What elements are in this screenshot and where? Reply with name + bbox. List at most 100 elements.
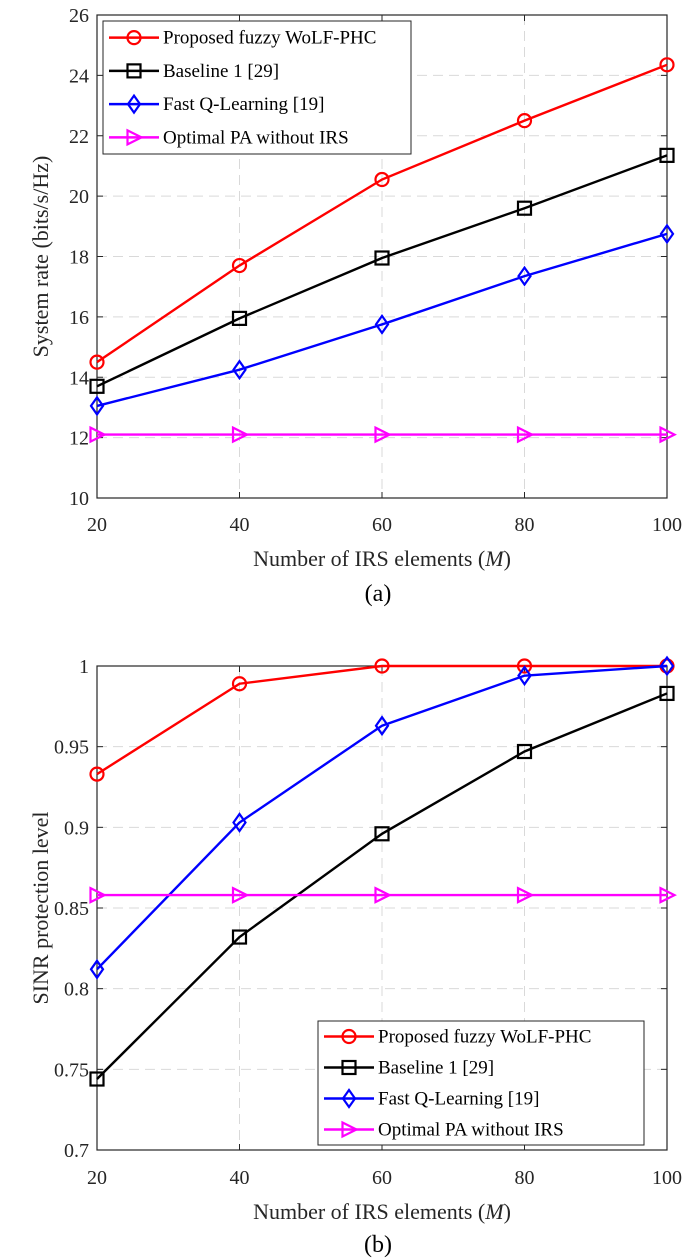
chart-b: 20 40 60 80 100 0.7 0.75 0.8 0.85 0.9 0.95 1 Number …	[28, 655, 682, 1258]
chart-b-series-3-point	[517, 665, 532, 687]
chart-a-series-4-point	[374, 425, 392, 444]
chart-a-series-4	[89, 425, 677, 444]
chart-a-ytick-label: 16	[69, 307, 89, 329]
chart-b-caption: (b)	[364, 1232, 392, 1258]
chart-a-legend-box	[102, 20, 412, 155]
chart-a-ytick-label: 22	[69, 126, 89, 148]
chart-b-ytick-label: 0.7	[64, 1140, 89, 1162]
chart-b-legend-marker	[341, 1028, 357, 1045]
chart-b-series-3-line	[96, 664, 668, 971]
chart-b-ytick-label: 0.9	[64, 817, 89, 839]
chart-a-series-2-line	[96, 154, 668, 388]
chart-a-ytick-label: 18	[69, 247, 89, 269]
chart-a-series-4-point	[231, 425, 250, 444]
chart-b-ytick-label: 0.8	[64, 979, 89, 1001]
chart-a-series-4-point	[516, 425, 535, 444]
chart-a-series-1-line	[96, 63, 668, 364]
chart-a-ytick-label: 14	[69, 367, 89, 389]
chart-b-series-2-line	[96, 692, 668, 1080]
chart-b-series-3-point	[374, 715, 390, 737]
chart-b-series-1-point	[89, 766, 105, 782]
chart-a-series-1-point	[374, 171, 390, 188]
chart-b-series-2-point	[231, 929, 248, 945]
chart-a-caption: (a)	[365, 581, 392, 607]
chart-b-series-2-point	[374, 826, 390, 842]
chart-b-legend-marker	[341, 1059, 357, 1076]
chart-a-legend-marker	[126, 63, 142, 79]
chart-a-series-1-point	[659, 57, 675, 73]
chart-a-series-3	[89, 223, 675, 417]
chart-b-series-3-point	[89, 958, 105, 980]
chart-b-series-2-point	[89, 1071, 105, 1087]
chart-a-legend-label: Proposed fuzzy WoLF-PHC	[163, 28, 376, 49]
chart-b-legend-marker	[341, 1120, 359, 1139]
chart-b-series-4-point	[231, 886, 250, 904]
chart-a-series-1	[89, 57, 675, 370]
chart-b-legend-label: Baseline 1 [29]	[378, 1058, 494, 1079]
chart-a-legend-marker	[126, 93, 142, 115]
chart-a-ytick-label: 10	[69, 488, 89, 510]
chart-a-ytick-label: 24	[69, 65, 89, 87]
chart-a-series-4-point	[89, 425, 107, 444]
chart-b-legend-label: Fast Q-Learning [19]	[378, 1089, 539, 1110]
chart-b-ytick-label: 0.95	[54, 737, 89, 759]
chart-b-xtick-label: 100	[652, 1167, 682, 1189]
chart-a-legend-marker	[126, 128, 144, 147]
chart-b-legend-marker	[341, 1088, 357, 1109]
chart-a-series-2-point	[374, 250, 390, 266]
chart-b-series-4-point	[516, 886, 535, 904]
chart-a-series-3-point	[374, 314, 390, 335]
chart-b-y-axis-label: SINR protection level	[28, 811, 53, 1004]
chart-a-x-axis-label: Number of IRS elements (M)	[253, 546, 511, 571]
chart-a-legend-label: Baseline 1 [29]	[163, 61, 279, 82]
chart-a-series-3-line	[96, 232, 668, 408]
chart-a-ytick-label: 20	[69, 186, 89, 208]
chart-b-x-axis-label: Number of IRS elements (M)	[253, 1199, 511, 1224]
chart-a-series-3-point	[517, 265, 532, 287]
chart-b-series-3	[89, 655, 675, 980]
chart-a-series-4-point	[659, 425, 677, 444]
chart-b-xtick-label: 80	[515, 1167, 535, 1189]
chart-b-ytick-label: 0.85	[54, 898, 89, 920]
chart-b-series-3-point	[232, 812, 247, 833]
chart-b-series-3-point	[659, 655, 675, 677]
chart-b-series-4-point	[374, 886, 392, 904]
chart-a-series-2-point	[89, 378, 105, 394]
chart-b-xtick-label: 40	[230, 1167, 250, 1189]
chart-a-series-3-point	[89, 395, 105, 417]
chart-b-series-1-point	[516, 658, 533, 674]
chart-a-series-1-point	[231, 257, 248, 274]
chart-b-legend: Proposed fuzzy WoLF-PHC Baseline 1 [29] Fa…	[317, 1020, 645, 1146]
chart-b-ytick-label: 0.75	[54, 1059, 89, 1081]
chart-a-xtick-label: 100	[652, 514, 682, 536]
chart-a-xtick-label: 80	[515, 514, 535, 536]
chart-a-legend-label: Fast Q-Learning [19]	[163, 94, 324, 115]
chart-a-legend-marker	[126, 30, 142, 46]
chart-a-series-2-point	[231, 310, 248, 326]
chart-a-series-3-point	[232, 359, 247, 381]
chart-a-xtick-label: 60	[372, 514, 392, 536]
chart-a-xtick-label: 40	[230, 514, 250, 536]
chart-b-series-1-line	[96, 664, 667, 776]
chart-b-series-4	[89, 886, 677, 904]
chart-a-legend: Proposed fuzzy WoLF-PHC Baseline 1 [29] Fa…	[102, 20, 412, 155]
chart-b-series-2-point	[516, 743, 533, 760]
chart-b-series-4-point	[89, 886, 107, 904]
chart-a-xtick-label: 20	[87, 514, 107, 536]
chart-a-ytick-label: 26	[69, 5, 89, 27]
chart-b-ytick-label: 1	[79, 656, 89, 678]
chart-b-series-1-point	[231, 676, 248, 692]
chart-b-series-2-point	[659, 685, 675, 702]
chart-b-series-2	[89, 685, 675, 1087]
chart-a-series-2	[89, 147, 675, 394]
chart-b-legend-label: Proposed fuzzy WoLF-PHC	[378, 1027, 591, 1048]
chart-b-series-4-point	[659, 886, 677, 904]
chart-a-y-axis-label: System rate (bits/s/Hz)	[28, 156, 53, 358]
chart-a-legend-label: Optimal PA without IRS	[163, 127, 349, 148]
chart-a-ytick-label: 12	[69, 428, 89, 450]
chart-b-series-1-point	[374, 658, 390, 674]
chart-a: 20 40 60 80 100 10 12 14 16 18 20 22 24 26 Number of I…	[28, 5, 682, 607]
chart-a-series-2-point	[516, 200, 533, 216]
chart-b-legend-label: Optimal PA without IRS	[378, 1120, 564, 1141]
